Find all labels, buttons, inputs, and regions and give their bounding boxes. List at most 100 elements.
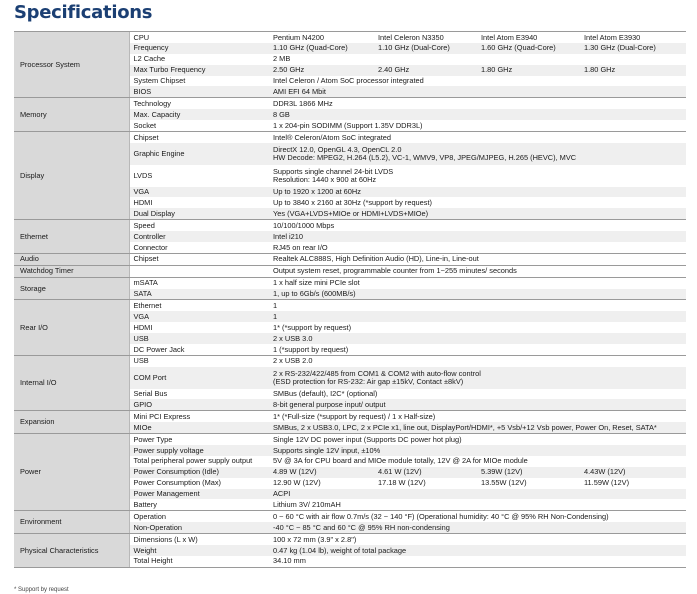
spec-item-label: Max. Capacity [128,109,269,121]
spec-item-label: Mini PCI Express [128,410,269,423]
spec-value: Intel Celeron N3350 [374,30,477,43]
spec-row: Power Management ACPI [14,488,686,500]
spec-item-label: System Chipset [128,75,269,87]
spec-row: Max Turbo Frequency 2.50 GHz 2.40 GHz 1.80 … [14,64,686,76]
spec-item-label: Total peripheral power supply output [128,455,269,467]
spec-row: HDMI Up to 3840 x 2160 at 30Hz (*support … [14,197,686,209]
spec-value: 1 (*support by request) [269,343,686,356]
spec-row: Serial Bus SMBus (default), I2C* (optiona… [14,388,686,400]
spec-value: Lithium 3V/ 210mAH [269,499,686,512]
spec-value: 8-bit general purpose input/ output [269,399,686,412]
spec-item-label: HDMI [128,322,269,334]
spec-row: HDMI 1* (*support by request) [14,322,686,334]
spec-value: 2 x RS-232/422/485 from COM1 & COM2 with… [269,366,686,389]
spec-item-label: USB [128,354,269,367]
spec-value: Output system reset, programmable counte… [269,264,686,278]
spec-row: Display Chipset Intel® Celeron/Atom SoC in… [14,130,686,221]
spec-value: 4.89 W (12V) [269,466,374,478]
spec-item-label: Dual Display [128,208,269,221]
spec-row: Controller Intel i210 [14,231,686,242]
spec-item-label: Technology [128,97,269,110]
spec-row: Watchdog Timer Output system reset, progr… [14,264,686,278]
spec-item-label: Power Management [128,488,269,500]
specifications-table: Processor System CPU Pentium N4200 Intel Ce… [14,30,686,568]
spec-value-line: DirectX 12.0, OpenGL 4.3, OpenCL 2.0 [273,145,402,155]
spec-item-label: Serial Bus [128,388,269,400]
section-category: Physical Characteristics [14,533,129,568]
spec-value: 0 ~ 60 °C with air flow 0.7m/s (32 ~ 140… [269,510,686,523]
spec-row: Environment Operation 0 ~ 60 °C with air f… [14,510,686,535]
section-category: Rear I/O [14,299,129,356]
spec-item-label: BIOS [128,86,269,99]
spec-item-label: SATA [128,288,269,301]
spec-value: ACPI [269,488,686,500]
spec-row: VGA Up to 1920 x 1200 at 60Hz [14,186,686,198]
spec-item-label: VGA [128,186,269,198]
spec-value: 2.40 GHz [374,64,477,76]
spec-item-label: Dimensions (L x W) [128,533,269,546]
spec-row: Expansion Mini PCI Express 1* (*Full-size … [14,410,686,435]
spec-item-label: Weight [128,545,269,556]
spec-value: DDR3L 1866 MHz [269,97,686,110]
spec-row: LVDS Supports single channel 24-bit LVDS R… [14,164,686,187]
spec-value: 1* (*support by request) [273,322,352,332]
spec-item-label: Chipset [128,252,269,266]
spec-item-label: Speed [128,219,269,232]
spec-value: Intel i210 [269,231,686,242]
spec-row: Power Consumption (Idle) 4.89 W (12V) 4.61… [14,466,686,478]
section-category: Power [14,433,129,512]
spec-row: VGA 1 [14,311,686,323]
spec-value: 8 GB [269,109,686,121]
spec-item-label: MIOe [128,422,269,435]
spec-value: 1.80 GHz [580,64,686,76]
spec-row: Graphic Engine DirectX 12.0, OpenGL 4.3, … [14,142,686,165]
spec-item-label [128,264,269,278]
footnote: * Support by request [14,587,69,593]
spec-item-label: Ethernet [128,299,269,312]
spec-item-label: Non-Operation [128,522,269,535]
spec-item-label: Connector [128,241,269,254]
spec-item-label: Frequency [128,42,269,54]
spec-item-label: Total Height [128,555,269,568]
section-category: Watchdog Timer [14,264,129,278]
spec-value: 1.30 GHz (Dual-Core) [580,42,686,54]
spec-value: Realtek ALC888S, High Definition Audio (… [269,252,686,266]
spec-value: SMBus, 2 x USB3.0, LPC, 2 x PCIe x1, lin… [269,422,686,435]
spec-item-label: Graphic Engine [128,142,269,165]
spec-row: Power Power Type Single 12V DC power input… [14,433,686,512]
spec-value-line: 2 x RS-232/422/485 from COM1 & COM2 with… [273,368,481,378]
spec-row: Total Height 34.10 mm [14,555,686,568]
section-category: Storage [14,276,129,301]
spec-value: Intel Atom E3930 [580,30,686,43]
spec-value: -40 °C ~ 85 °C and 60 °C @ 95% RH non-co… [269,522,686,535]
spec-value: Supports single channel 24-bit LVDS Resol… [269,165,686,187]
spec-value: 1* (*Full-size (*support by request) / 1… [269,410,686,423]
section-category: Memory [14,97,129,133]
spec-value: Supports single 12V input, ±10% [269,445,686,456]
spec-row: Power Consumption (Max) 12.90 W (12V) 17.1… [14,477,686,489]
spec-row: Non-Operation -40 °C ~ 85 °C and 60 °C @ … [14,522,686,535]
spec-item-label: Max Turbo Frequency [128,64,269,76]
spec-value: 5.39W (12V) [477,466,580,478]
spec-value: 1.60 GHz (Quad-Core) [477,42,580,54]
spec-item-label: VGA [128,311,269,323]
spec-row: Audio Chipset Realtek ALC888S, High Defini… [14,252,686,266]
spec-value: 4.61 W (12V) [374,466,477,478]
spec-item-label: HDMI [128,197,269,209]
spec-row: Storage mSATA 1 x half size mini PCIe slot [14,276,686,301]
spec-value: Up to 3840 x 2160 at 30Hz (*support by r… [273,197,432,207]
spec-item-label: Power Type [128,433,269,445]
spec-value: 2.50 GHz [269,64,374,76]
spec-value: Single 12V DC power input (Supports DC p… [269,433,686,445]
spec-value: 5V @ 3A for CPU board and MIOe module to… [273,456,528,466]
spec-value: 1 x half size mini PCIe slot [269,276,686,289]
spec-row: Max. Capacity 8 GB [14,109,686,121]
section-category: Internal I/O [14,354,129,412]
spec-value: 1.80 GHz [477,64,580,76]
spec-row: System Chipset Intel Celeron / Atom SoC p… [14,75,686,87]
page-title: Specifications [14,2,153,23]
spec-value: 1.10 GHz (Quad-Core) [269,42,374,54]
section-category: Processor System [14,30,129,99]
spec-item-label: Power supply voltage [128,445,269,456]
spec-value-line: (ESD protection for RS-232: Air gap ±15k… [273,376,464,386]
